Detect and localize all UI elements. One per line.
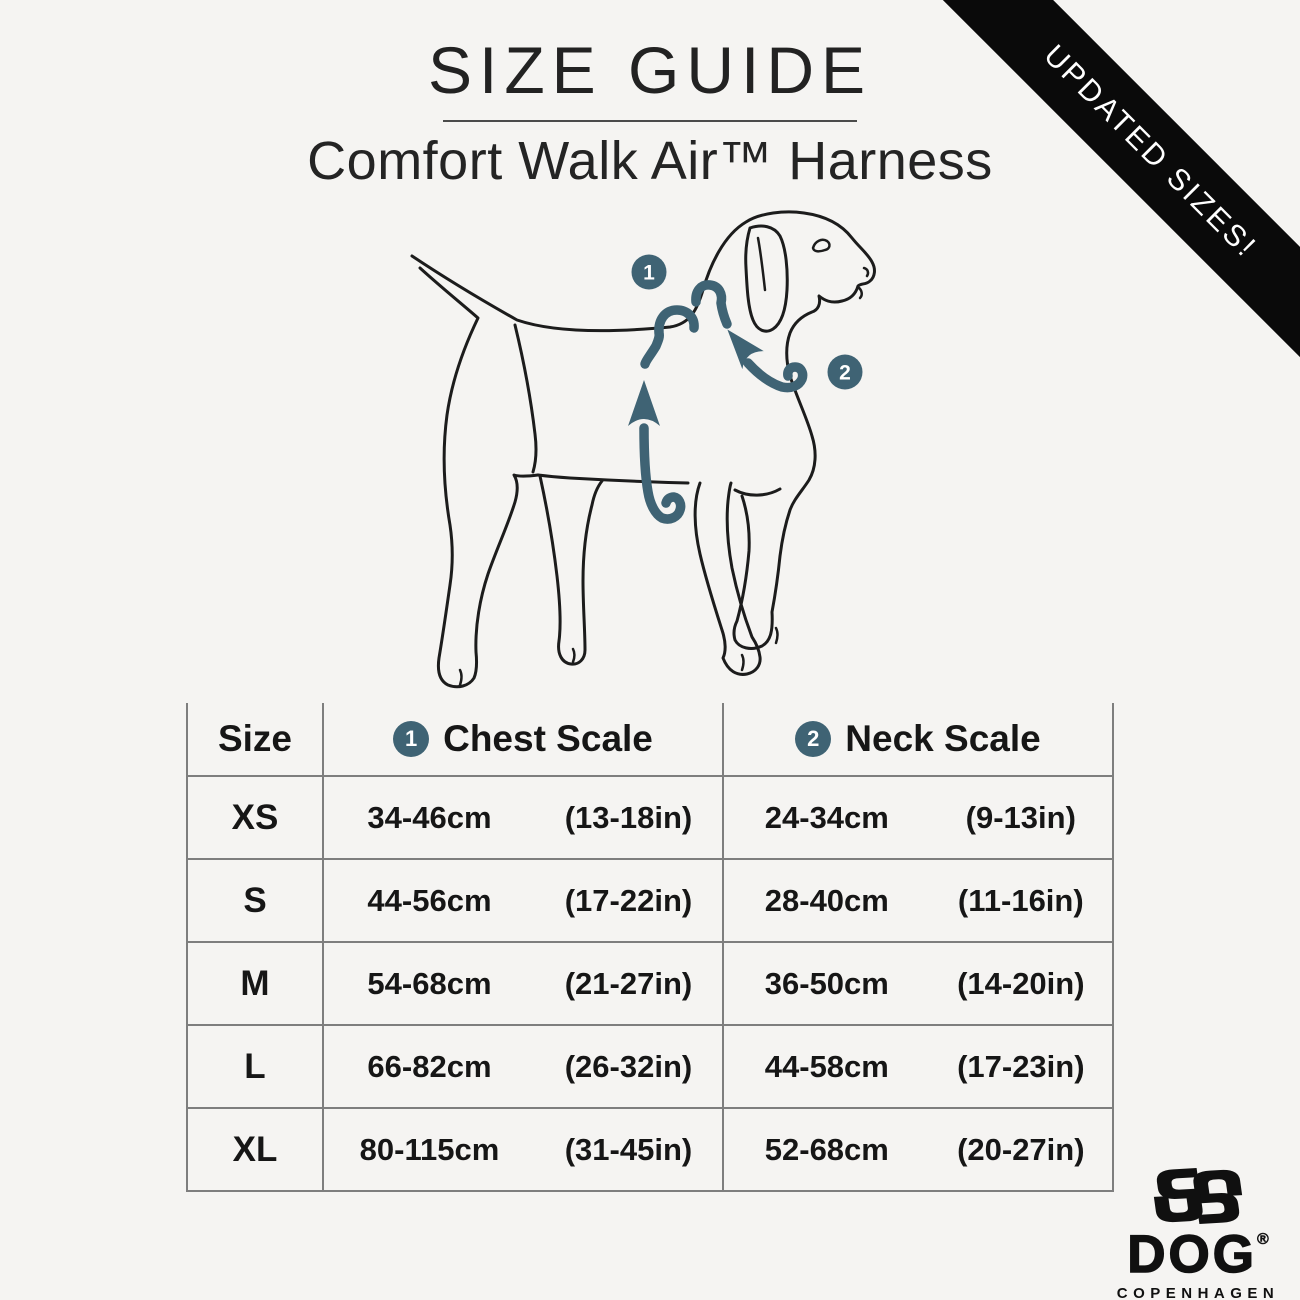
chest-measurement: 34-46cm (13-18in): [322, 777, 722, 858]
neck-cm-value: 24-34cm: [764, 799, 889, 835]
size-label: S: [243, 880, 267, 920]
chest-measurement: 44-56cm (17-22in): [322, 860, 722, 941]
table-row: S 44-56cm (17-22in) 28-40cm (11-16in): [188, 860, 1112, 943]
page-subtitle: Comfort Walk Air™ Harness: [307, 131, 993, 191]
chest-measurement: 66-82cm (26-32in): [322, 1026, 722, 1107]
brand-subtext: COPENHAGEN: [1116, 1285, 1280, 1300]
chest-measure-strap: [639, 305, 699, 524]
table-row: M 54-68cm (21-27in) 36-50cm (14-20in): [188, 943, 1112, 1026]
neck-badge-icon: 2: [795, 721, 832, 757]
table-header-row: Size 1 Chest Scale 2 Neck Scale: [188, 703, 1112, 777]
brand-diamond-icon: [1153, 1168, 1243, 1224]
neck-measurement: 24-34cm (9-13in): [722, 777, 1112, 858]
size-label: XS: [231, 797, 279, 837]
table-row: XS 34-46cm (13-18in) 24-34cm (9-13in): [188, 777, 1112, 860]
neck-measurement: 44-58cm (17-23in): [722, 1026, 1112, 1107]
chest-badge-1: 1: [631, 254, 667, 290]
col-header-chest: 1 Chest Scale: [322, 703, 722, 775]
chest-cm-value: 44-56cm: [367, 882, 492, 918]
chest-in-value: (21-27in): [564, 965, 693, 1001]
neck-measurement: 52-68cm (20-27in): [722, 1109, 1112, 1190]
page-title: SIZE GUIDE: [427, 33, 873, 107]
chest-cm-value: 80-115cm: [359, 1131, 500, 1167]
chest-measurement: 80-115cm (31-45in): [322, 1109, 722, 1190]
chest-in-value: (31-45in): [564, 1131, 693, 1167]
chest-header-label: Chest Scale: [443, 718, 653, 759]
neck-cm-value: 28-40cm: [764, 882, 889, 918]
chest-badge-icon: 1: [393, 721, 430, 757]
chest-in-value: (17-22in): [564, 882, 693, 918]
neck-measurement: 36-50cm (14-20in): [722, 943, 1112, 1024]
dog-outline: [410, 210, 876, 689]
neck-in-value: (20-27in): [957, 1131, 1085, 1167]
neck-in-value: (11-16in): [957, 882, 1084, 918]
chest-in-value: (26-32in): [564, 1048, 693, 1084]
brand-logo: DOG® COPENHAGEN: [1112, 1166, 1284, 1300]
chest-arrow-icon: [628, 380, 660, 426]
neck-cm-value: 44-58cm: [764, 1048, 889, 1084]
neck-in-value: (17-23in): [957, 1048, 1085, 1084]
neck-cm-value: 52-68cm: [764, 1131, 889, 1167]
size-table-body: XS 34-46cm (13-18in) 24-34cm (9-13in) S …: [188, 777, 1112, 1192]
table-row: XL 80-115cm (31-45in) 52-68cm (20-27in): [188, 1109, 1112, 1192]
chest-cm-value: 66-82cm: [367, 1048, 492, 1084]
chest-cm-value: 54-68cm: [367, 965, 492, 1001]
svg-text:2: 2: [839, 362, 851, 385]
size-label: M: [240, 963, 270, 1003]
registered-mark: ®: [1256, 1231, 1269, 1248]
neck-header-label: Neck Scale: [845, 718, 1041, 759]
col-header-size: Size: [217, 718, 293, 759]
neck-in-value: (14-20in): [957, 965, 1085, 1001]
neck-measure-strap: [691, 280, 808, 393]
size-label: XL: [232, 1129, 278, 1169]
neck-badge-2: 2: [827, 354, 863, 390]
neck-arrow-icon: [727, 329, 764, 370]
size-label: L: [244, 1046, 266, 1086]
chest-in-value: (13-18in): [564, 799, 693, 835]
col-header-neck: 2 Neck Scale: [722, 703, 1112, 775]
svg-text:1: 1: [643, 262, 655, 285]
title-divider: [443, 120, 857, 122]
size-table: Size 1 Chest Scale 2 Neck Scale XS 34-46…: [186, 703, 1114, 1192]
brand-wordmark: DOG®: [1126, 1225, 1269, 1284]
table-row: L 66-82cm (26-32in) 44-58cm (17-23in): [188, 1026, 1112, 1109]
dog-measurement-diagram: 1 2: [410, 210, 876, 689]
neck-in-value: (9-13in): [965, 799, 1076, 835]
chest-measurement: 54-68cm (21-27in): [322, 943, 722, 1024]
neck-measurement: 28-40cm (11-16in): [722, 860, 1112, 941]
chest-cm-value: 34-46cm: [367, 799, 492, 835]
neck-cm-value: 36-50cm: [764, 965, 889, 1001]
